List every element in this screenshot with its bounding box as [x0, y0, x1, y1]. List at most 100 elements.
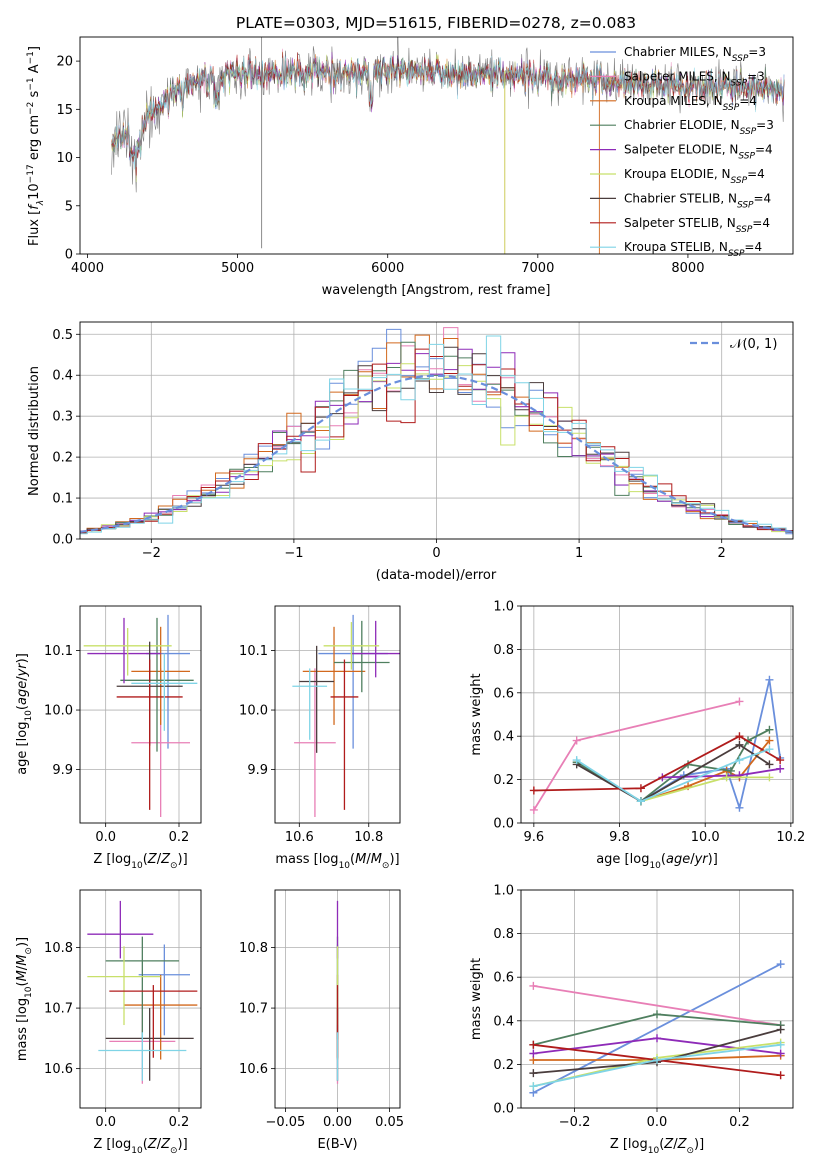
- x-tick-label: 5000: [221, 261, 254, 276]
- x-tick-label: 10.6: [285, 830, 314, 845]
- weight-marker: [529, 805, 538, 814]
- legend-entry: Kroupa ELODIE, NSSP=4: [624, 167, 765, 186]
- y-tick-label: 10.7: [239, 1002, 268, 1017]
- axes-frame: [520, 889, 794, 1109]
- legend-entry: Kroupa STELIB, NSSP=4: [624, 240, 762, 259]
- model-spectrum-line: [111, 48, 785, 180]
- weight-marker: [529, 1040, 538, 1049]
- x-tick-label: 10.0: [691, 830, 720, 845]
- y-tick-label: 10.1: [239, 644, 268, 659]
- y-tick-label: 0.2: [52, 451, 73, 466]
- weight-marker: [765, 760, 774, 769]
- y-axis-label: mass weight: [469, 958, 484, 1040]
- x-tick-label: 6000: [371, 261, 404, 276]
- y-tick-label: 10.0: [239, 704, 268, 719]
- mass-vs-ebv-panel: −0.05 0.00 0.05 10.6 10.7 10.8 E(B-V): [239, 889, 404, 1152]
- weight-marker: [776, 1025, 785, 1034]
- x-tick-label: 0: [432, 546, 440, 561]
- legend-entry: Salpeter ELODIE, NSSP=4: [624, 143, 773, 162]
- y-tick-label: 10.6: [239, 1062, 268, 1077]
- y-tick-label: 0.2: [493, 773, 514, 788]
- spectrum-panel: 4000 5000 6000 7000 8000 0 5 10 15 20 wavelength […: [26, 36, 794, 298]
- x-tick-label: 0.2: [169, 830, 190, 845]
- x-tick-label: 9.6: [524, 830, 545, 845]
- x-tick-label: 4000: [71, 261, 104, 276]
- weight-marker: [653, 1010, 661, 1019]
- y-tick-label: 10.1: [44, 644, 73, 659]
- weight-marker: [572, 756, 581, 765]
- y-tick-label: 0.1: [52, 492, 73, 507]
- y-tick-label: 1.0: [493, 600, 514, 615]
- legend-entry: Salpeter STELIB, NSSP=4: [624, 216, 770, 235]
- x-axis-label: age [log10(age/yr)]: [596, 852, 718, 871]
- y-tick-label: 0.8: [493, 927, 514, 942]
- weight-marker: [529, 981, 538, 990]
- weight-marker: [735, 803, 744, 812]
- x-tick-label: 8000: [671, 261, 704, 276]
- x-tick-label: 1: [575, 546, 583, 561]
- x-tick-label: 10.8: [354, 830, 383, 845]
- y-tick-label: 1.0: [493, 884, 514, 899]
- weight-marker: [572, 736, 581, 745]
- weight-marker: [653, 1056, 661, 1065]
- y-tick-label: 10.8: [44, 941, 73, 956]
- weight-series-line: [576, 748, 770, 803]
- y-tick-label: 10.6: [44, 1062, 73, 1077]
- weight-marker: [529, 1049, 538, 1058]
- x-tick-label: 0.05: [375, 1115, 404, 1130]
- weight-marker: [735, 756, 744, 765]
- weight-marker: [735, 740, 744, 749]
- legend-entry: Chabrier ELODIE, NSSP=3: [624, 118, 774, 137]
- weight-marker: [765, 725, 774, 734]
- y-tick-label: 10.0: [44, 704, 73, 719]
- y-tick-label: 0.4: [493, 730, 514, 745]
- weight-marker: [735, 732, 744, 741]
- weight-series-line: [533, 735, 781, 792]
- y-tick-label: 9.9: [52, 763, 73, 778]
- y-axis-label: Flux [fλ10−17 erg cm−2 s−1 A−1]: [26, 46, 46, 246]
- y-tick-label: 0.2: [493, 1058, 514, 1073]
- x-tick-label: 0.2: [169, 1115, 190, 1130]
- weight-marker: [765, 773, 774, 782]
- weight-marker: [735, 697, 744, 706]
- x-axis-label: E(B-V): [317, 1137, 357, 1152]
- model-spectrum-line: [111, 55, 785, 170]
- x-tick-label: 7000: [521, 261, 554, 276]
- x-axis-label: (data-model)/error: [376, 568, 497, 583]
- y-tick-label: 0.5: [52, 328, 73, 343]
- x-tick-label: 0.0: [95, 1115, 116, 1130]
- weight-series-line: [640, 679, 781, 812]
- y-tick-label: 0.4: [493, 1014, 514, 1029]
- y-tick-label: 5: [65, 199, 73, 214]
- weight-marker: [636, 784, 645, 793]
- legend-entry: Salpeter MILES, NSSP=3: [624, 69, 765, 88]
- legend-entry: 𝒩(0, 1): [730, 337, 777, 352]
- x-axis-label: Z [log10(Z/Z⊙)]: [610, 1137, 704, 1156]
- y-tick-label: 0.6: [493, 686, 514, 701]
- legend-entry: Chabrier MILES, NSSP=3: [624, 45, 766, 64]
- x-axis-label: mass [log10(M/M⊙)]: [275, 852, 399, 871]
- weight-marker: [529, 786, 538, 795]
- residual-histogram-panel: −2 −1 0 1 2 0.0 0.1 0.2 0.3 0.4 0.5 𝒩(0, 1) (data-mo…: [27, 321, 794, 583]
- weight-marker: [776, 756, 785, 765]
- y-tick-label: 20: [56, 55, 73, 70]
- y-axis-label: Normed distribution: [27, 366, 42, 496]
- y-tick-label: 0.6: [493, 971, 514, 986]
- weight-marker: [765, 745, 774, 754]
- x-axis-label: wavelength [Angstrom, rest frame]: [322, 283, 551, 298]
- figure-title: PLATE=0303, MJD=51615, FIBERID=0278, z=0…: [236, 14, 636, 32]
- weight-marker: [722, 773, 731, 782]
- age-vs-mass-panel: 10.6 10.8 9.9 10.0 10.1 mass [log10(M/M⊙)]: [239, 605, 401, 871]
- axes-frame: [79, 36, 794, 255]
- y-axis-label: mass [log10(M/M⊙)]: [15, 937, 34, 1061]
- axes-frame: [520, 605, 794, 824]
- y-tick-label: 9.9: [247, 763, 268, 778]
- weight-marker: [653, 1034, 661, 1043]
- y-tick-label: 10.8: [239, 941, 268, 956]
- weight-series-line: [533, 700, 740, 811]
- y-tick-label: 0.4: [52, 369, 73, 384]
- weight-series-line: [532, 963, 782, 1094]
- x-axis-label: Z [log10(Z/Z⊙)]: [93, 852, 187, 871]
- weight-marker: [776, 764, 785, 773]
